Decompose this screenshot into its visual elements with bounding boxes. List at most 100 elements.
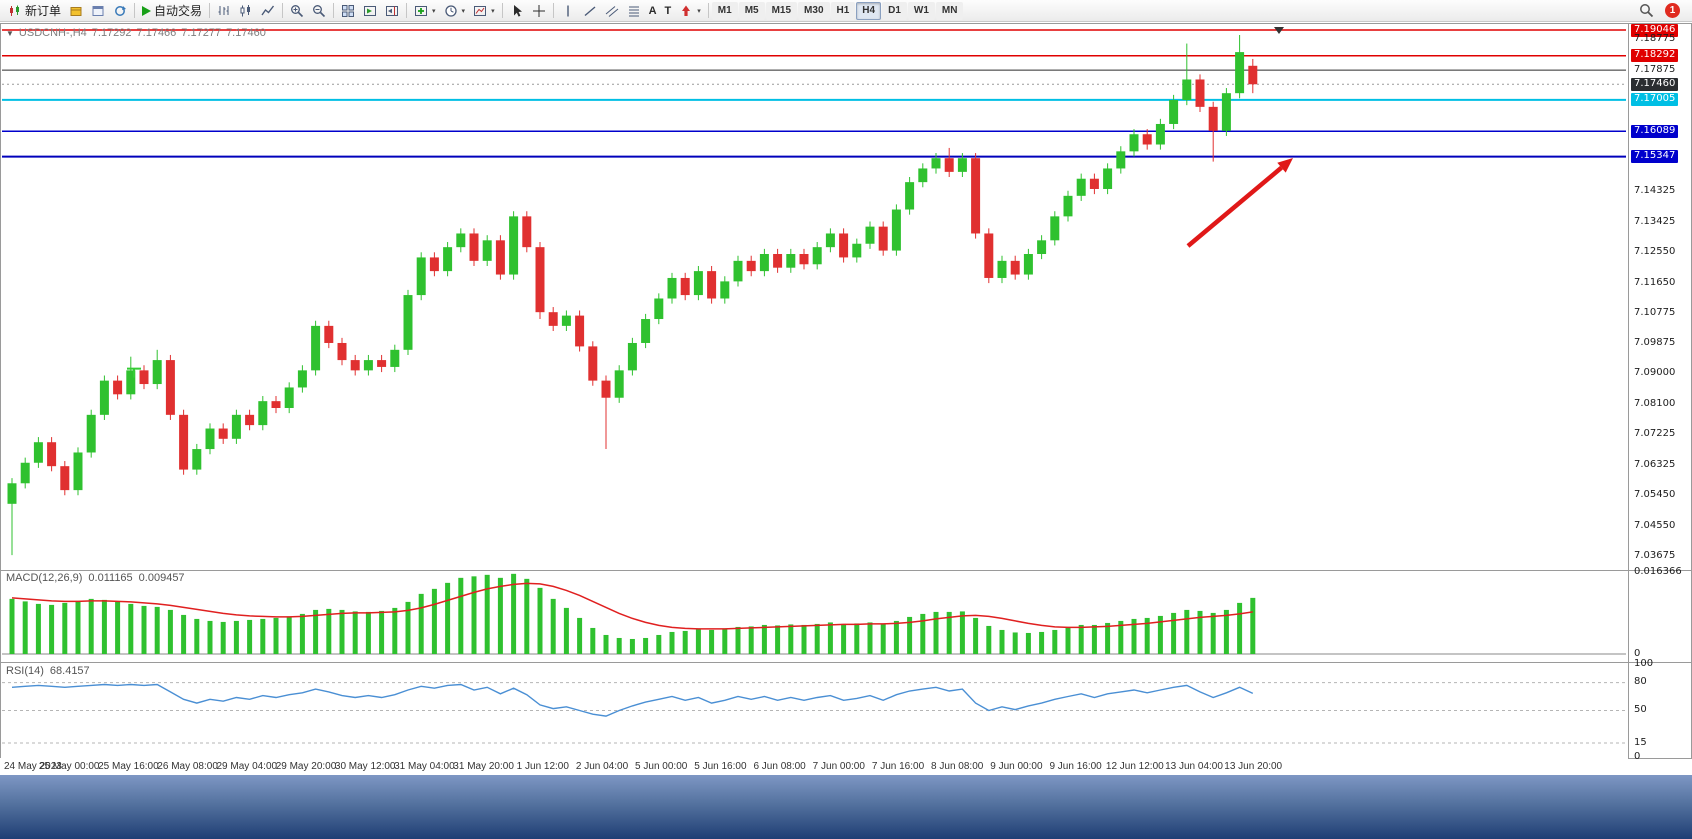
price-axis-label: 7.08100	[1634, 398, 1676, 410]
price-axis-label: 7.14325	[1634, 185, 1676, 197]
search-button[interactable]	[1635, 1, 1658, 20]
time-axis[interactable]: 24 May 2023 25 May 00:00 25 May 16:00 26 Ma…	[0, 758, 1628, 775]
toolbar-separator	[209, 3, 211, 18]
chevron-down-icon: ▾	[432, 7, 436, 15]
channel-button[interactable]	[601, 1, 623, 20]
macd-signal-value: 0.009457	[138, 572, 185, 584]
time-axis-label: 25 May 16:00	[98, 761, 159, 772]
low-value: 7.17277	[181, 27, 222, 39]
timeframe-m1-button[interactable]: M1	[711, 1, 738, 20]
candlestick-chart-icon	[240, 4, 251, 16]
price-axis-label: 0.016366	[1634, 565, 1682, 577]
market-watch-button[interactable]	[65, 1, 87, 20]
time-axis-label: 9 Jun 00:00	[990, 761, 1043, 772]
time-axis-label: 7 Jun 16:00	[871, 761, 925, 772]
close-value: 7.17460	[226, 27, 266, 39]
time-axis-label: 31 May 04:00	[394, 761, 455, 772]
auto-trading-button[interactable]: 自动交易	[138, 1, 206, 20]
text-label-tool-button[interactable]: T	[661, 1, 676, 20]
symbol-dropdown-icon: ▼	[6, 29, 14, 38]
tile-windows-icon	[342, 4, 355, 17]
time-axis-label: 25 May 00:00	[38, 761, 100, 772]
rsi-name: RSI(14)	[6, 665, 44, 677]
candlestick-chart-button[interactable]	[235, 1, 257, 20]
time-axis-label: 31 May 20:00	[453, 761, 514, 772]
fibonacci-button[interactable]	[623, 1, 645, 20]
auto-scroll-icon	[364, 5, 377, 16]
auto-trading-label: 自动交易	[154, 4, 203, 18]
toolbar: 新订单 自动交易	[0, 0, 1692, 22]
bar-chart-button[interactable]	[213, 1, 235, 20]
line-chart-icon	[261, 5, 275, 15]
notification-badge[interactable]: 1	[1665, 3, 1680, 18]
crosshair-icon	[532, 4, 545, 17]
periods-button[interactable]: ▾	[440, 1, 470, 20]
price-axis-label: 7.07225	[1634, 428, 1676, 440]
price-axis-label: 7.17875	[1634, 63, 1676, 75]
refresh-button[interactable]	[109, 1, 131, 20]
auto-scroll-button[interactable]	[359, 1, 381, 20]
template-icon	[474, 5, 487, 16]
line-chart-button[interactable]	[257, 1, 279, 20]
time-axis-label: 24 May 2023	[4, 761, 62, 772]
price-axis-label: 7.13425	[1634, 215, 1676, 227]
price-axis-label: 50	[1634, 704, 1647, 715]
chevron-down-icon: ▾	[461, 7, 466, 15]
timeframe-h4-button[interactable]: H4	[856, 1, 882, 20]
macd-name: MACD(12,26,9)	[6, 572, 83, 584]
new-order-icon	[10, 5, 19, 16]
templates-button[interactable]: ▾	[469, 1, 499, 20]
open-value: 7.17292	[91, 27, 132, 39]
text-tool-button[interactable]: A	[645, 1, 661, 20]
timeframe-h1-button[interactable]: H1	[830, 1, 856, 20]
time-axis-label: 30 May 12:00	[334, 761, 396, 772]
time-axis-label: 7 Jun 00:00	[812, 761, 865, 772]
time-axis-label: 8 Jun 08:00	[931, 761, 984, 772]
price-axis-label: 7.18292	[1631, 49, 1679, 63]
window-background-strip	[0, 775, 1692, 839]
zoom-in-button[interactable]	[286, 1, 308, 20]
trendline-icon	[584, 5, 596, 16]
toolbar-separator	[552, 3, 554, 18]
price-axis-label: 7.06325	[1634, 458, 1676, 470]
price-axis-label: 7.10775	[1634, 306, 1676, 318]
chevron-down-icon: ▾	[697, 7, 701, 15]
indicators-icon	[415, 5, 428, 16]
trendline-button[interactable]	[579, 1, 601, 20]
timeframe-group: M1 M5 M15 M30 H1 H4 D1 W1 MN	[711, 1, 964, 20]
chart-plot-area[interactable]	[0, 24, 1628, 758]
time-axis-label: 29 May 20:00	[275, 761, 337, 772]
data-window-button[interactable]	[87, 1, 109, 20]
new-order-label: 新订单	[25, 4, 62, 18]
crosshair-button[interactable]	[528, 1, 550, 20]
tile-windows-button[interactable]	[337, 1, 359, 20]
timeframe-d1-button[interactable]: D1	[882, 1, 907, 20]
new-order-button[interactable]: 新订单	[4, 1, 65, 20]
fibonacci-icon	[628, 6, 639, 16]
toolbar-separator	[282, 3, 284, 18]
macd-header: MACD(12,26,9) 0.011165 0.009457	[6, 572, 191, 584]
chart-shift-button[interactable]	[381, 1, 403, 20]
chevron-down-icon: ▾	[491, 7, 495, 15]
vertical-line-button[interactable]	[557, 1, 579, 20]
timeframe-w1-button[interactable]: W1	[907, 1, 935, 20]
timeframe-mn-button[interactable]: MN	[935, 1, 964, 20]
vertical-line-icon	[566, 5, 569, 16]
indicators-button[interactable]: ▾	[410, 1, 440, 20]
timeframe-m30-button[interactable]: M30	[798, 1, 830, 20]
price-axis-label: 7.03675	[1634, 549, 1676, 561]
price-axis-label: 80	[1634, 676, 1647, 688]
toolbar-separator	[501, 3, 503, 18]
cursor-button[interactable]	[506, 1, 528, 20]
shapes-button[interactable]: ▾	[675, 1, 705, 20]
price-axis-label: 7.05450	[1634, 488, 1676, 500]
price-axis-label: 7.04550	[1634, 519, 1676, 531]
time-axis-label: 2 Jun 04:00	[575, 761, 629, 772]
price-axis[interactable]: 7.19046 7.18775 7.18292 7.17875 7.17460 7.170…	[1629, 0, 1692, 839]
text-tool-label: A	[648, 4, 657, 17]
timeframe-m5-button[interactable]: M5	[738, 1, 765, 20]
rsi-value: 68.4157	[49, 665, 90, 677]
zoom-out-button[interactable]	[308, 1, 330, 20]
price-axis-label: 15	[1634, 736, 1647, 748]
timeframe-m15-button[interactable]: M15	[765, 1, 798, 20]
